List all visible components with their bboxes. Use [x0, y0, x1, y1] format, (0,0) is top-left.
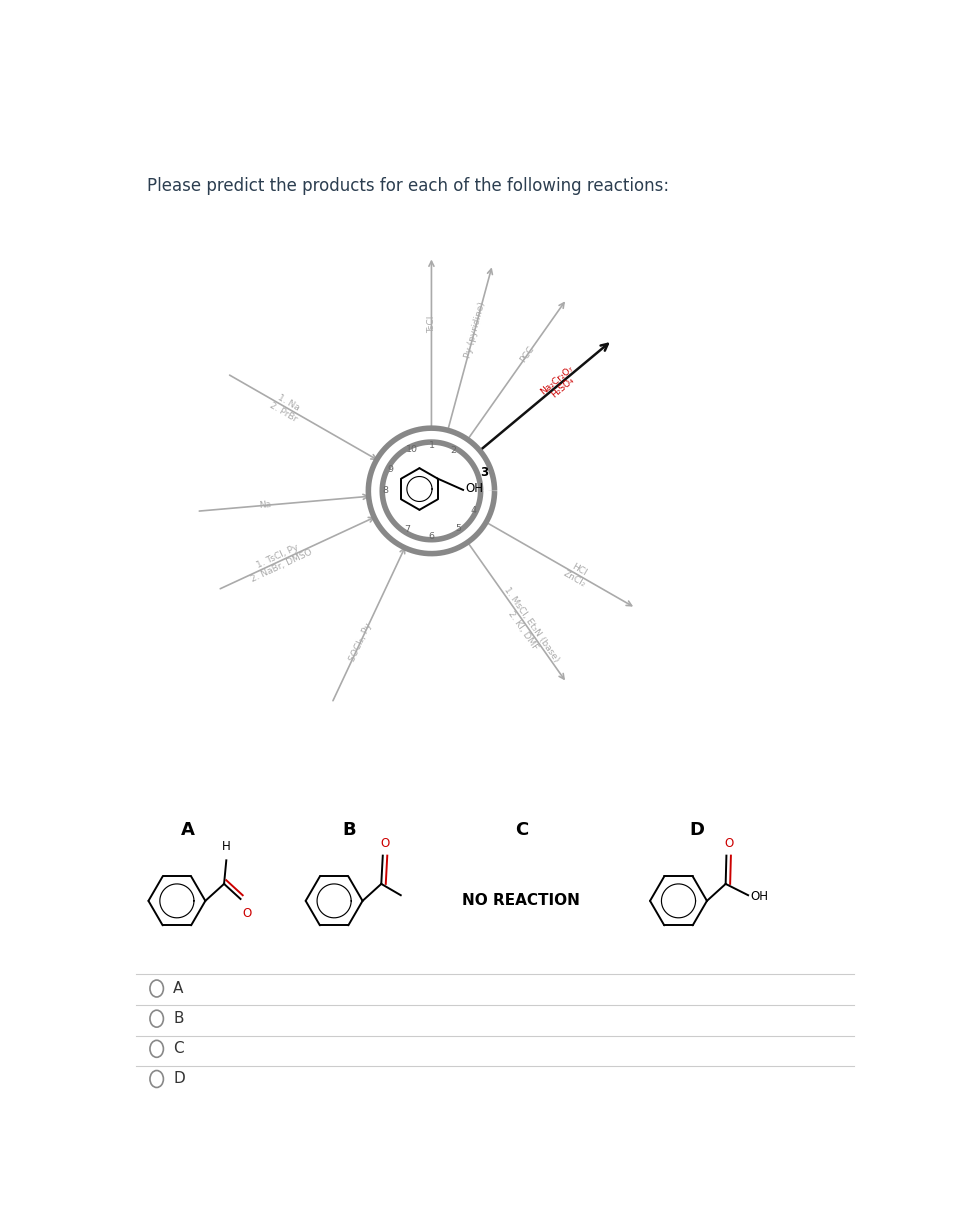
Text: OH: OH	[466, 482, 483, 496]
Text: 8: 8	[383, 486, 388, 496]
Text: Please predict the products for each of the following reactions:: Please predict the products for each of …	[147, 177, 669, 195]
Text: A: A	[173, 980, 184, 996]
Text: 3: 3	[480, 466, 489, 480]
Text: PCC: PCC	[519, 345, 536, 365]
Text: Na: Na	[258, 501, 271, 510]
Text: 1. Na
2. PrBr: 1. Na 2. PrBr	[269, 392, 304, 424]
Text: O: O	[381, 837, 389, 849]
Text: OH: OH	[751, 890, 768, 902]
Text: 1. TsCl, Py
2. NaBr, DMSO: 1. TsCl, Py 2. NaBr, DMSO	[245, 539, 314, 584]
Text: 6: 6	[429, 532, 435, 541]
Text: A: A	[182, 821, 195, 840]
Text: 7: 7	[404, 525, 410, 534]
Text: D: D	[173, 1071, 185, 1087]
Text: B: B	[173, 1011, 184, 1026]
Text: C: C	[515, 821, 527, 840]
Text: Py (pyridine): Py (pyridine)	[463, 301, 487, 359]
Text: Na₂Cr₂O₇
H₂SO₄: Na₂Cr₂O₇ H₂SO₄	[538, 364, 582, 404]
Text: B: B	[342, 821, 355, 840]
Text: 2: 2	[450, 446, 456, 455]
Text: C: C	[173, 1042, 184, 1056]
Text: O: O	[242, 907, 252, 919]
Text: D: D	[690, 821, 705, 840]
Text: 9: 9	[387, 465, 394, 474]
Text: HCI
ZnCl₂: HCI ZnCl₂	[561, 559, 592, 589]
Text: 4: 4	[470, 506, 476, 515]
Text: 1: 1	[429, 441, 435, 449]
Text: TsCl: TsCl	[427, 316, 436, 333]
Text: NO REACTION: NO REACTION	[463, 894, 581, 908]
Text: 1. MsCl, Et₃N (base)
2. KI, DMF: 1. MsCl, Et₃N (base) 2. KI, DMF	[494, 585, 561, 670]
Text: 5: 5	[455, 524, 461, 532]
Text: H: H	[222, 840, 231, 853]
Text: 10: 10	[406, 446, 418, 454]
Text: O: O	[724, 837, 733, 849]
Text: SOCl₂, Py: SOCl₂, Py	[348, 621, 374, 662]
